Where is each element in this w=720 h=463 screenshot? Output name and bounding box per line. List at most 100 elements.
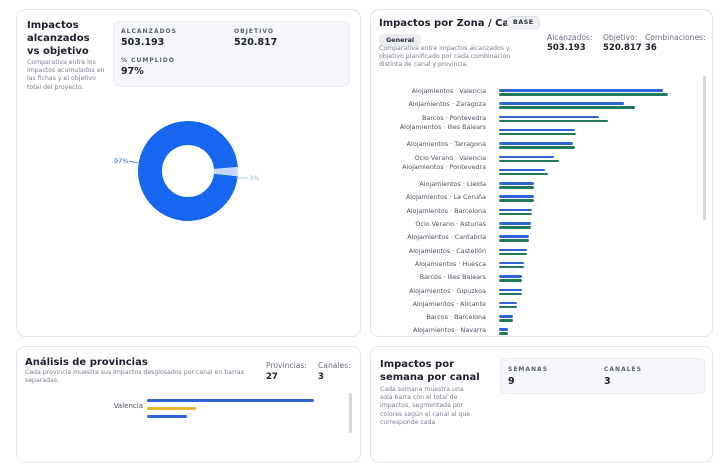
provinces-description: Cada provincia muestra sus impactos desg… bbox=[25, 369, 244, 385]
zone-reached-bar[interactable] bbox=[499, 128, 575, 132]
zone-row-label: Alojamientos · Cantabria bbox=[407, 233, 486, 242]
zone-reached-bar[interactable] bbox=[499, 115, 600, 119]
zones-card: Impactos por Zona / Canal BASE General C… bbox=[370, 9, 713, 337]
zone-reached-bar[interactable] bbox=[499, 102, 624, 105]
zone-target-bar[interactable] bbox=[499, 146, 575, 149]
zone-reached-bar[interactable] bbox=[499, 301, 517, 305]
zone-reached-bar[interactable] bbox=[499, 315, 514, 318]
zone-row-label: Barcos · Barcelona bbox=[426, 313, 486, 322]
pct-label: % CUMPLIDO bbox=[121, 57, 175, 64]
donut-rest-label: 3% bbox=[249, 174, 259, 182]
general-pill[interactable]: General bbox=[379, 34, 422, 46]
zone-row[interactable]: Alojamientos · Lleida bbox=[371, 180, 712, 193]
zone-row[interactable]: Alojamientos · Alicante bbox=[371, 299, 712, 313]
zones-combos-value: 36 bbox=[645, 43, 657, 53]
zone-row[interactable]: Alojamientos · Gipuzkoa bbox=[371, 286, 712, 300]
zone-row[interactable]: Alojamientos · Pontevedra bbox=[371, 163, 712, 180]
zone-row-label: Alojamientos · Illes Balears bbox=[399, 122, 486, 131]
zone-row-label: Alojamientos · Tarragona bbox=[406, 140, 486, 149]
zone-reached-bar[interactable] bbox=[499, 182, 535, 185]
zone-row[interactable]: Alojamientos · Huesca bbox=[371, 260, 712, 273]
zone-row[interactable]: Alojamientos · Tarragona bbox=[371, 140, 712, 153]
zone-reached-bar[interactable] bbox=[499, 142, 573, 145]
zone-target-bar[interactable] bbox=[499, 199, 535, 202]
weekly-stats: SEMANAS 9 CANALES 3 bbox=[500, 358, 705, 394]
zone-target-bar[interactable] bbox=[499, 226, 531, 229]
province-blue-bar[interactable] bbox=[147, 399, 315, 402]
zone-row[interactable]: Barcos · Pontevedra bbox=[371, 113, 712, 127]
zone-row-label: Barcos · Pontevedra bbox=[422, 113, 486, 122]
zone-reached-bar[interactable] bbox=[499, 155, 554, 159]
zone-target-bar[interactable] bbox=[499, 172, 549, 176]
zone-row[interactable]: Ocio Verano · Valencia bbox=[371, 153, 712, 167]
zones-scrollbar[interactable] bbox=[703, 76, 706, 220]
zones-description: Comparativa entre impactos alcanzados y … bbox=[379, 45, 511, 69]
zone-reached-bar[interactable] bbox=[499, 235, 529, 238]
zone-row[interactable]: Alojamientos · Navarra bbox=[371, 326, 712, 336]
zone-row[interactable]: Barcos · Illes Balears bbox=[371, 273, 712, 286]
zone-reached-bar[interactable] bbox=[499, 328, 508, 331]
zone-row-label: Alojamientos · Gipuzkoa bbox=[408, 286, 486, 295]
provinces-count-label: Provincias: bbox=[266, 361, 307, 370]
zone-row[interactable]: Ocio Verano · Asturias bbox=[371, 220, 712, 233]
zone-row[interactable]: Alojamientos · Cantabria bbox=[371, 233, 712, 246]
zone-target-bar[interactable] bbox=[499, 332, 508, 335]
zone-row[interactable]: Alojamientos · Valencia bbox=[371, 87, 712, 100]
zone-target-bar[interactable] bbox=[499, 292, 522, 296]
target-value: 520.817 bbox=[234, 37, 278, 48]
zone-target-bar[interactable] bbox=[499, 159, 559, 163]
zone-reached-bar[interactable] bbox=[499, 222, 531, 225]
zones-title: Impactos por Zona / Canal bbox=[379, 18, 527, 29]
zone-row[interactable]: Alojamientos · Castellón bbox=[371, 246, 712, 260]
zone-target-bar[interactable] bbox=[499, 252, 528, 256]
zone-target-bar[interactable] bbox=[499, 106, 635, 109]
zone-reached-bar[interactable] bbox=[499, 89, 663, 92]
zone-target-bar[interactable] bbox=[499, 319, 514, 322]
zone-row-label: Ocio Verano · Valencia bbox=[414, 153, 486, 162]
zone-target-bar[interactable] bbox=[499, 93, 668, 96]
zone-target-bar[interactable] bbox=[499, 186, 535, 189]
zone-row[interactable]: Alojamientos · Barcelona bbox=[371, 206, 712, 220]
province-row-label: Valencia bbox=[113, 402, 143, 410]
zone-reached-bar[interactable] bbox=[499, 248, 528, 252]
zone-target-bar[interactable] bbox=[499, 119, 609, 123]
zone-row[interactable]: Alojamientos · La Coruña bbox=[371, 193, 712, 206]
provinces-title: Análisis de provincias bbox=[25, 357, 148, 368]
zone-row-label: Alojamientos · La Coruña bbox=[405, 193, 486, 202]
zones-bar-chart: Alojamientos · Valencia Alojamientos · Za… bbox=[371, 10, 712, 336]
zone-reached-bar[interactable] bbox=[499, 288, 522, 292]
zone-row-label: Alojamientos · Valencia bbox=[411, 87, 486, 95]
zone-reached-bar[interactable] bbox=[499, 208, 533, 212]
zone-row-label: Alojamientos · Castellón bbox=[408, 246, 486, 255]
zones-reached-label: Alcanzados: bbox=[547, 33, 593, 42]
zone-target-bar[interactable] bbox=[499, 212, 533, 216]
objective-donut: 97% 3% bbox=[114, 121, 259, 221]
zone-reached-bar[interactable] bbox=[499, 261, 524, 265]
zone-reached-bar[interactable] bbox=[499, 168, 545, 172]
channels-count-value: 3 bbox=[318, 372, 324, 382]
weekly-title: Impactos por semana por canal bbox=[380, 359, 480, 383]
zone-target-bar[interactable] bbox=[499, 279, 522, 282]
zone-target-bar[interactable] bbox=[499, 265, 524, 269]
province-blue2-bar[interactable] bbox=[147, 415, 187, 418]
weeks-value: 9 bbox=[508, 376, 515, 387]
provinces-bar-chart: Valencia bbox=[17, 347, 360, 462]
donut-rest-slice[interactable] bbox=[138, 121, 238, 221]
province-yellow-bar[interactable] bbox=[147, 407, 196, 410]
zone-row[interactable]: Alojamientos · Zaragoza bbox=[371, 100, 712, 113]
zone-target-bar[interactable] bbox=[499, 132, 577, 136]
zone-target-bar[interactable] bbox=[499, 239, 529, 242]
zone-row[interactable]: Barcos · Barcelona bbox=[371, 313, 712, 326]
objective-description: Comparativa entre los impactos acumulado… bbox=[27, 59, 105, 91]
zones-target-label: Objetivo: bbox=[603, 33, 638, 42]
zone-target-bar[interactable] bbox=[499, 305, 517, 309]
zone-row-label: Alojamientos · Barcelona bbox=[406, 206, 486, 215]
zone-reached-bar[interactable] bbox=[499, 275, 522, 278]
zone-reached-bar[interactable] bbox=[499, 195, 535, 198]
base-badge: BASE bbox=[507, 16, 540, 29]
zone-row[interactable]: Alojamientos · Illes Balears bbox=[371, 122, 712, 140]
zone-row-label: Alojamientos · Alicante bbox=[412, 299, 486, 308]
provinces-scrollbar[interactable] bbox=[349, 393, 352, 433]
zones-combos-label: Combinaciones: bbox=[645, 33, 706, 42]
objective-title: Impactos alcanzados vs objetivo bbox=[27, 20, 90, 57]
